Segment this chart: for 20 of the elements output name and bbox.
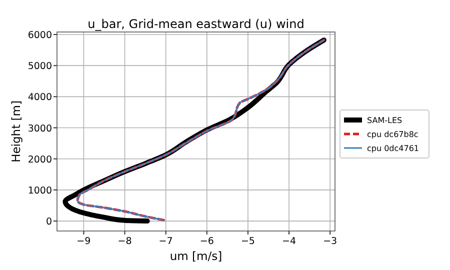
x-tick-label: −3 <box>323 236 338 247</box>
y-tick-label: 0 <box>46 216 52 228</box>
x-axis-title: um [m/s] <box>170 249 222 263</box>
y-tick-label: 1000 <box>28 185 52 196</box>
y-tick-label: 5000 <box>28 61 52 72</box>
x-tick-label: −4 <box>282 236 296 247</box>
legend-label: cpu dc67b8c <box>367 130 418 139</box>
legend-label: cpu 0dc4761 <box>367 144 420 153</box>
y-axis-title: Height [m] <box>9 100 23 162</box>
x-tick-label: −5 <box>240 236 255 247</box>
y-tick-label: 2000 <box>28 154 52 166</box>
y-tick-label: 4000 <box>28 92 52 104</box>
x-tick-label: −6 <box>200 236 214 247</box>
chart-title: u_bar, Grid-mean eastward (u) wind <box>88 17 304 31</box>
x-tick-label: −9 <box>76 236 91 247</box>
y-tick-label: 3000 <box>28 123 52 134</box>
legend-label: SAM-LES <box>367 116 402 125</box>
x-tick-label: −7 <box>158 236 173 247</box>
y-tick-label: 6000 <box>28 30 52 41</box>
x-tick-label: −8 <box>118 236 132 247</box>
